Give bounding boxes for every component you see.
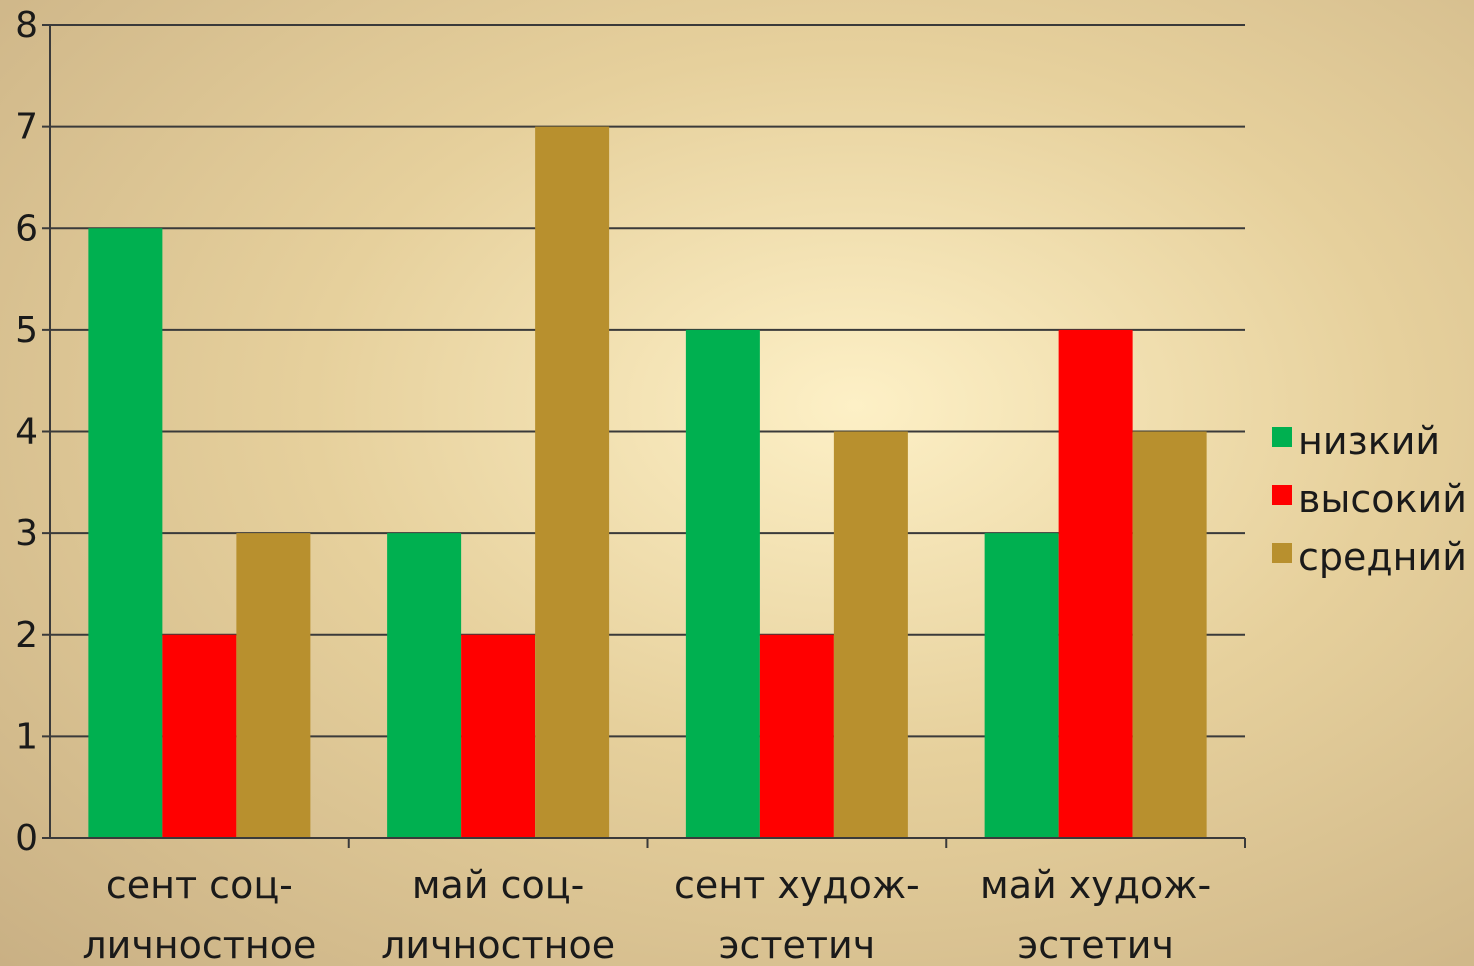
bar-средний	[535, 126, 610, 838]
bar-высокий	[162, 634, 237, 838]
y-tick-label: 7	[15, 107, 38, 148]
legend-swatch	[1272, 427, 1292, 447]
y-tick-label: 4	[15, 412, 38, 453]
y-axis-ticks: 0 1 2 3 4 5 6 7 8	[15, 5, 38, 859]
y-tick-label: 8	[15, 5, 38, 46]
bar-низкий	[984, 533, 1059, 838]
bar-средний	[833, 431, 908, 838]
legend-label: высокий	[1298, 477, 1467, 521]
legend-swatch	[1272, 543, 1292, 563]
axes	[42, 24, 1246, 848]
x-category-label: май худож-	[980, 863, 1211, 907]
bar-высокий	[1058, 329, 1133, 838]
y-tick-label: 1	[15, 716, 38, 757]
x-category-label: май соц-	[412, 863, 584, 907]
legend-label: низкий	[1298, 419, 1440, 463]
bar-низкий	[685, 329, 760, 838]
legend-label: средний	[1298, 535, 1467, 579]
y-tick-label: 0	[15, 818, 38, 859]
bar-средний	[1132, 431, 1207, 838]
x-category-label: сент соц-	[106, 863, 293, 907]
bar-высокий	[759, 634, 834, 838]
bar-высокий	[461, 634, 536, 838]
bar-низкий	[88, 228, 163, 838]
bar-средний	[236, 533, 311, 838]
x-category-label: сент худож-	[674, 863, 920, 907]
legend-swatch	[1272, 485, 1292, 505]
legend: низкий высокий средний	[1272, 419, 1467, 579]
bars	[88, 126, 1207, 838]
x-category-label: личностное	[381, 923, 615, 966]
y-tick-label: 3	[15, 513, 38, 554]
bar-низкий	[387, 533, 462, 838]
y-tick-label: 5	[15, 310, 38, 351]
x-category-label: личностное	[82, 923, 316, 966]
x-axis-categories: сент соц-личностное май соц-личностное сен…	[82, 863, 1211, 966]
x-category-label: эстетич	[1017, 923, 1174, 966]
y-tick-label: 6	[15, 208, 38, 249]
y-tick-label: 2	[15, 615, 38, 656]
x-category-label: эстетич	[719, 923, 876, 966]
